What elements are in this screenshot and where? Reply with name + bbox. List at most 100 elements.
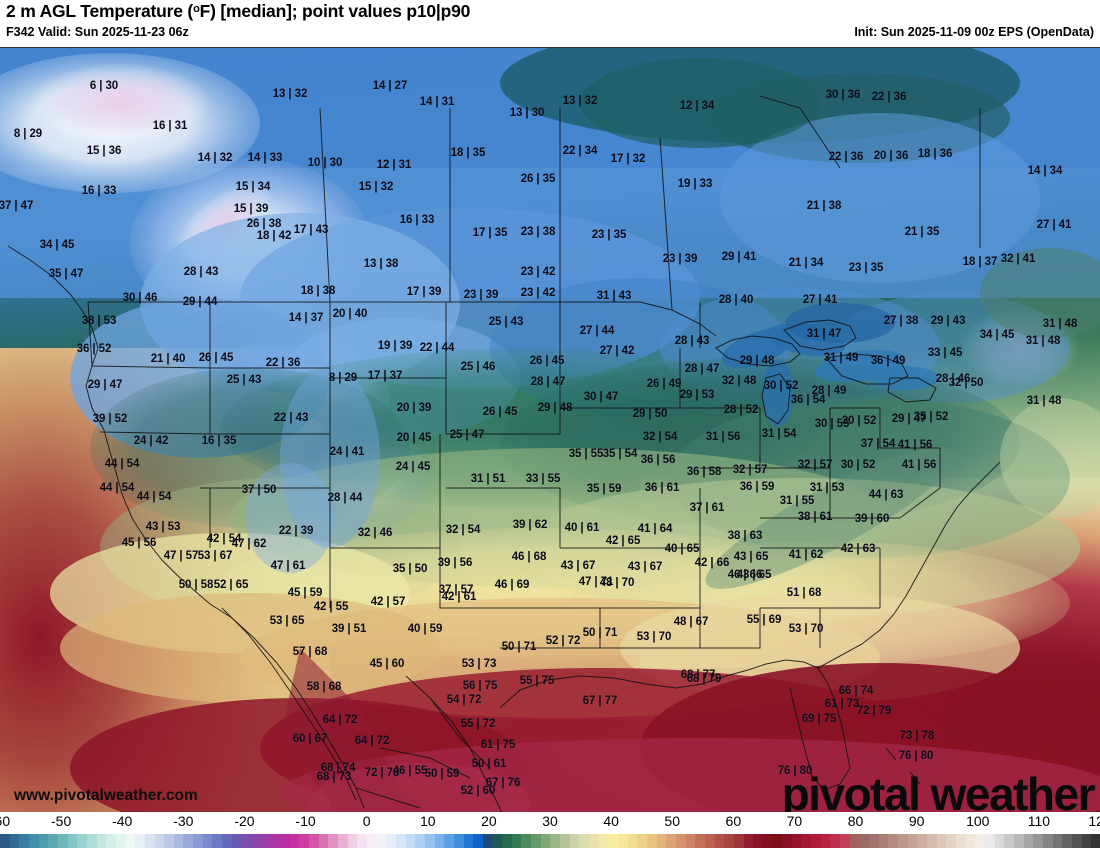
map-point-value: 66 | 74 <box>838 685 874 697</box>
colorbar-swatch <box>270 834 281 848</box>
colorbar-swatch <box>569 834 580 848</box>
map-point-value: 22 | 36 <box>265 357 301 369</box>
colorbar-swatch <box>1033 834 1043 848</box>
colorbar-swatch <box>357 834 367 848</box>
map-point-value: 46 | 66 <box>727 569 763 581</box>
map-point-value: 36 | 59 <box>739 481 775 493</box>
map-point-value: 27 | 38 <box>883 315 919 327</box>
map-point-value: 38 | 53 <box>81 315 117 327</box>
map-panel[interactable]: www.pivotalweather.com pivotal weather 6… <box>0 47 1100 813</box>
map-point-value: 64 | 72 <box>322 714 358 726</box>
colorbar-swatch <box>376 834 387 848</box>
valid-time-label: F342 Valid: Sun 2025-11-23 06z <box>6 25 189 39</box>
colorbar-swatch <box>424 834 435 848</box>
map-point-value: 28 | 40 <box>718 294 754 306</box>
map-point-value: 13 | 38 <box>363 258 399 270</box>
map-point-value: 67 | 77 <box>582 695 618 707</box>
map-point-value: 42 | 61 <box>441 591 477 603</box>
map-point-value: 57 | 68 <box>292 646 328 658</box>
map-point-value: 18 | 42 <box>256 230 292 242</box>
colorbar-swatch <box>521 834 532 848</box>
colorbar-tick: 20 <box>481 813 497 829</box>
colorbar-tick: -30 <box>173 813 194 829</box>
map-point-value: 30 | 52 <box>840 459 876 471</box>
map-point-value: 31 | 48 <box>1025 335 1061 347</box>
map-point-value: 15 | 34 <box>235 181 271 193</box>
map-point-value: 26 | 45 <box>529 355 565 367</box>
map-point-value: 23 | 38 <box>520 226 556 238</box>
map-point-value: 53 | 65 <box>269 615 305 627</box>
map-point-value: 32 | 54 <box>445 524 481 536</box>
colorbar-swatch <box>289 834 300 848</box>
map-point-value: 19 | 39 <box>377 340 413 352</box>
colorbar-swatch <box>463 834 474 848</box>
map-point-value: 28 | 43 <box>674 335 710 347</box>
map-point-value: 22 | 39 <box>278 525 314 537</box>
colorbar-swatch <box>830 834 841 848</box>
map-point-value: 14 | 33 <box>247 152 283 164</box>
map-point-value: 29 | 50 <box>632 408 668 420</box>
map-point-value: 29 | 48 <box>537 402 573 414</box>
map-point-value: 15 | 39 <box>233 203 269 215</box>
colorbar-swatch <box>48 834 58 848</box>
colorbar-swatch <box>1091 834 1100 848</box>
map-point-value: 22 | 34 <box>562 145 598 157</box>
map-point-value: 31 | 53 <box>809 482 845 494</box>
map-point-value: 28 | 47 <box>530 376 566 388</box>
colorbar-swatch <box>1071 834 1082 848</box>
colorbar-swatch <box>927 834 937 848</box>
map-point-value: 17 | 43 <box>293 224 329 236</box>
map-point-value: 14 | 34 <box>1027 165 1063 177</box>
map-point-value: 51 | 68 <box>786 587 822 599</box>
map-point-value: 36 | 58 <box>686 466 722 478</box>
map-point-value: 31 | 43 <box>596 290 632 302</box>
colorbar-swatch <box>685 834 696 848</box>
colorbar-swatch <box>849 834 860 848</box>
colorbar-swatch <box>492 834 503 848</box>
map-point-value: 16 | 31 <box>152 120 188 132</box>
map-point-value: 55 | 69 <box>746 614 782 626</box>
map-point-value: 54 | 72 <box>446 694 482 706</box>
map-point-value: 40 | 65 <box>664 543 700 555</box>
map-point-value: 43 | 67 <box>627 561 663 573</box>
map-point-value: 35 | 59 <box>586 483 622 495</box>
map-point-value: 26 | 45 <box>482 406 518 418</box>
map-point-value: 30 | 52 <box>763 380 799 392</box>
map-point-value: 45 | 60 <box>369 658 405 670</box>
map-point-value: 25 | 43 <box>226 374 262 386</box>
map-point-value: 28 | 44 <box>327 492 363 504</box>
colorbar-swatch <box>724 834 734 848</box>
map-point-value: 72 | 78 <box>364 767 400 779</box>
colorbar-swatch <box>434 834 445 848</box>
colorbar-swatch <box>67 834 78 848</box>
colorbar-tick: -20 <box>234 813 255 829</box>
map-point-value: 52 | 60 <box>460 785 496 797</box>
map-point-value: 37 | 54 <box>860 438 896 450</box>
map-point-value: 29 | 47 <box>87 379 123 391</box>
map-point-value: 26 | 38 <box>246 218 282 230</box>
map-point-value: 35 | 54 <box>602 448 638 460</box>
map-point-value: 50 | 71 <box>501 641 537 653</box>
colorbar-swatch <box>907 834 918 848</box>
map-point-value: 29 | 53 <box>679 389 715 401</box>
map-point-value: 6 | 30 <box>89 80 119 92</box>
colorbar-swatch <box>106 834 116 848</box>
map-point-value: 39 | 60 <box>854 513 890 525</box>
map-point-value: 23 | 39 <box>662 253 698 265</box>
colorbar-swatch <box>898 834 908 848</box>
map-point-value: 42 | 65 <box>605 535 641 547</box>
colorbar-tick-labels: -60 -50 -40 -30 -20 -10 0 10 20 30 40 50 60 70 80 90 100… <box>0 812 1100 834</box>
colorbar-tick: -50 <box>50 813 72 829</box>
map-point-value: 18 | 36 <box>917 148 953 160</box>
colorbar-swatch <box>415 834 425 848</box>
colorbar-swatch <box>704 834 715 848</box>
map-point-value: 38 | 61 <box>797 511 833 523</box>
map-point-value: 36 | 49 <box>870 355 906 367</box>
colorbar-swatch <box>666 834 676 848</box>
map-point-value: 61 | 75 <box>480 739 516 751</box>
map-point-value: 44 | 54 <box>136 491 172 503</box>
map-point-value: 21 | 40 <box>150 353 186 365</box>
colorbar-panel: -60 -50 -40 -30 -20 -10 0 10 20 30 40 50 60 70 80 90 100… <box>0 812 1100 850</box>
colorbar-swatch <box>540 834 551 848</box>
colorbar-swatch <box>627 834 638 848</box>
